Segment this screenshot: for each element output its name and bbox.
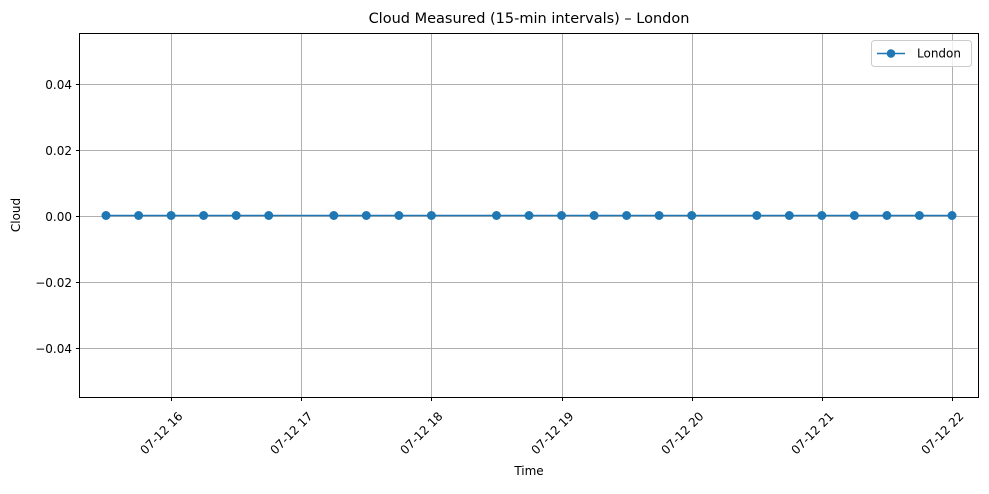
data-point (622, 211, 632, 220)
data-point (329, 211, 339, 220)
x-tick-label: 07-12 16 (138, 409, 186, 457)
data-point (849, 211, 859, 220)
data-point (492, 211, 501, 220)
legend-label: London (917, 47, 961, 61)
data-point (752, 211, 762, 220)
data-point (264, 211, 274, 220)
y-tick-label: −0.02 (35, 276, 72, 290)
data-point (557, 211, 566, 220)
data-point (199, 211, 209, 220)
x-tick-label: 07-12 19 (529, 409, 577, 457)
data-point (394, 211, 404, 220)
data-point (426, 211, 436, 220)
series-layer (101, 211, 957, 220)
data-point (101, 211, 111, 220)
data-point (882, 211, 892, 220)
y-tick-label: −0.04 (35, 342, 72, 356)
data-point (361, 211, 371, 220)
x-tick-label: 07-12 21 (789, 409, 837, 457)
legend-box (871, 40, 972, 67)
data-point (817, 211, 827, 220)
x-axis-label: Time (513, 464, 543, 478)
data-point (784, 211, 794, 220)
y-tick-label: 0.04 (45, 78, 72, 92)
plot-frame (79, 33, 979, 398)
x-tick-label: 07-12 18 (398, 409, 446, 457)
y-axis: −0.04 −0.02 0.00 0.02 0.04 (35, 78, 80, 356)
x-tick-label: 07-12 22 (919, 409, 967, 457)
y-tick-label: 0.00 (45, 210, 72, 224)
data-point (231, 211, 241, 220)
legend-marker (886, 49, 896, 58)
x-axis: 07-12 16 07-12 17 07-12 18 07-12 19 07-12 20… (138, 397, 967, 457)
data-point (687, 211, 697, 220)
chart-title: Cloud Measured (15-min intervals) – Lond… (369, 11, 690, 27)
data-point (134, 211, 144, 220)
x-tick-label: 07-12 17 (268, 409, 316, 457)
y-axis-label: Cloud (9, 198, 23, 232)
y-tick-label: 0.02 (45, 144, 72, 158)
data-point (589, 211, 599, 220)
data-point (654, 211, 664, 220)
x-tick-label: 07-12 20 (659, 409, 707, 457)
data-point (914, 211, 924, 220)
data-point (524, 211, 534, 220)
data-point (166, 211, 176, 220)
legend: London (871, 40, 972, 67)
data-point (947, 211, 957, 220)
